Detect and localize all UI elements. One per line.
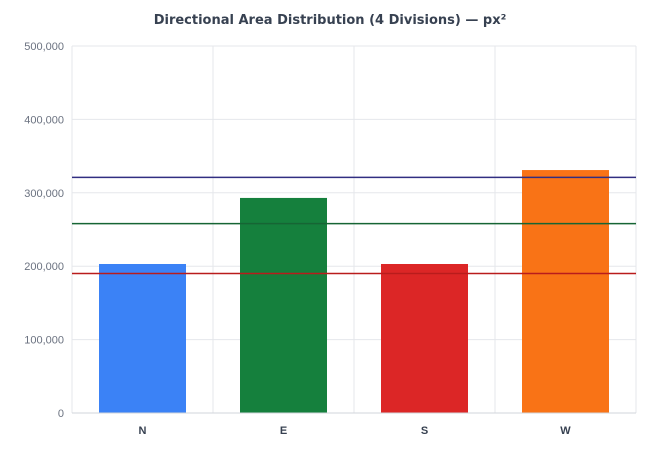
chart-title: Directional Area Distribution (4 Divisio…	[154, 13, 507, 28]
x-tick-label: N	[139, 425, 147, 437]
y-tick-label: 100,000	[24, 335, 64, 347]
axis-layer: 0 100,000 200,000 300,000 400,000 500,000 N E S W	[24, 41, 636, 437]
bars-layer	[99, 170, 609, 413]
bar-n	[99, 263, 186, 413]
y-tick-label: 400,000	[24, 114, 64, 126]
bar-s	[381, 263, 468, 413]
x-tick-label: W	[560, 425, 571, 437]
x-tick-label: E	[280, 425, 287, 437]
y-tick-label: 500,000	[24, 41, 64, 53]
bar-w	[522, 170, 609, 413]
y-tick-label: 0	[58, 408, 64, 420]
y-tick-label: 200,000	[24, 261, 64, 273]
bar-e	[240, 197, 327, 413]
y-tick-label: 300,000	[24, 188, 64, 200]
x-tick-label: S	[421, 425, 428, 437]
reference-lines-layer	[72, 176, 636, 275]
